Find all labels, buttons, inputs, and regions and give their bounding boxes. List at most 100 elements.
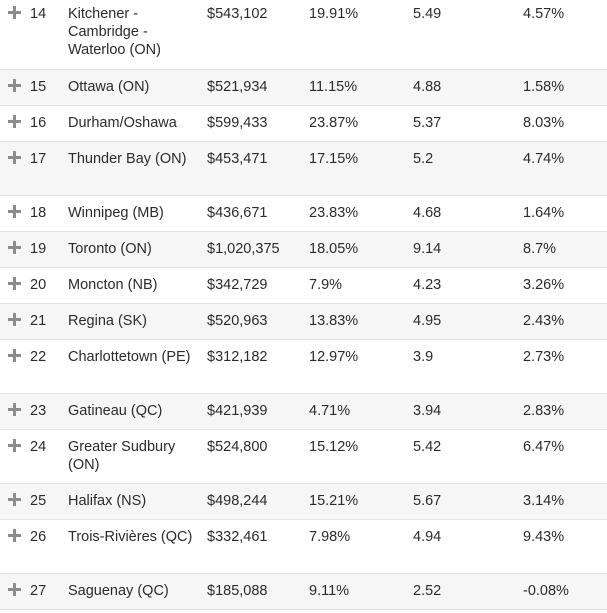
income-change-cell: 4.57% (523, 6, 565, 22)
plus-icon (8, 115, 21, 128)
price-cell: $1,020,375 (207, 241, 280, 257)
expand-button[interactable] (8, 276, 21, 294)
city-cell: Charlottetown (PE) (68, 349, 191, 365)
price-change-cell: 7.9% (309, 277, 343, 293)
price-cell: $312,182 (207, 349, 268, 365)
price-change-cell: 23.87% (309, 115, 359, 131)
expand-button[interactable] (8, 114, 21, 132)
income-change-cell: 8.7% (523, 241, 557, 257)
expand-button[interactable] (8, 312, 21, 330)
city-cell: Halifax (NS) (68, 493, 147, 509)
table-row: 25 Halifax (NS) $498,244 15.21% 5.67 3.1… (0, 484, 607, 520)
expand-button[interactable] (8, 582, 21, 600)
table-row: 16 Durham/Oshawa $599,433 23.87% 5.37 8.… (0, 106, 607, 142)
ratio-cell: 4.88 (413, 79, 442, 95)
ratio-cell: 3.94 (413, 403, 442, 419)
city-cell: Kitchener - Cambridge - Waterloo (ON) (68, 6, 161, 58)
plus-icon (8, 583, 21, 596)
income-change-cell: 3.26% (523, 277, 565, 293)
income-change-cell: 8.03% (523, 115, 565, 131)
income-change-cell: 3.14% (523, 493, 565, 509)
city-cell: Regina (SK) (68, 313, 147, 329)
price-change-cell: 15.21% (309, 493, 359, 509)
price-cell: $524,800 (207, 439, 268, 455)
price-cell: $185,088 (207, 583, 268, 599)
price-cell: $421,939 (207, 403, 268, 419)
city-cell: Toronto (ON) (68, 241, 152, 257)
plus-icon (8, 439, 21, 452)
ratio-cell: 3.9 (413, 349, 434, 365)
table-row: 22 Charlottetown (PE) $312,182 12.97% 3.… (0, 340, 607, 394)
table-row: 20 Moncton (NB) $342,729 7.9% 4.23 3.26% (0, 268, 607, 304)
expand-button[interactable] (8, 240, 21, 258)
price-change-cell: 13.83% (309, 313, 359, 329)
rank-cell: 22 (30, 349, 47, 365)
ratio-cell: 9.14 (413, 241, 442, 257)
city-cell: Winnipeg (MB) (68, 205, 164, 221)
city-cell: Durham/Oshawa (68, 115, 177, 131)
city-cell: Saguenay (QC) (68, 583, 169, 599)
table-row: 14 Kitchener - Cambridge - Waterloo (ON)… (0, 0, 607, 70)
price-change-cell: 17.15% (309, 151, 359, 167)
plus-icon (8, 241, 21, 254)
rank-cell: 20 (30, 277, 47, 293)
income-change-cell: 4.74% (523, 151, 565, 167)
price-change-cell: 9.11% (309, 583, 350, 599)
table-row: 19 Toronto (ON) $1,020,375 18.05% 9.14 8… (0, 232, 607, 268)
price-change-cell: 15.12% (309, 439, 359, 455)
expand-button[interactable] (8, 438, 21, 456)
rank-cell: 26 (30, 529, 47, 545)
table-row: 27 Saguenay (QC) $185,088 9.11% 2.52 -0.… (0, 574, 607, 610)
ratio-cell: 4.95 (413, 313, 442, 329)
price-change-cell: 12.97% (309, 349, 359, 365)
expand-button[interactable] (8, 348, 21, 366)
plus-icon (8, 493, 21, 506)
plus-icon (8, 349, 21, 362)
income-change-cell: -0.08% (523, 583, 569, 599)
table-row: 26 Trois-Rivières (QC) $332,461 7.98% 4.… (0, 520, 607, 574)
plus-icon (8, 403, 21, 416)
price-cell: $342,729 (207, 277, 268, 293)
price-cell: $453,471 (207, 151, 268, 167)
ratio-cell: 5.37 (413, 115, 442, 131)
price-change-cell: 4.71% (309, 403, 351, 419)
city-cell: Gatineau (QC) (68, 403, 163, 419)
expand-button[interactable] (8, 402, 21, 420)
price-cell: $332,461 (207, 529, 268, 545)
plus-icon (8, 6, 21, 19)
income-change-cell: 2.83% (523, 403, 565, 419)
table-row: 21 Regina (SK) $520,963 13.83% 4.95 2.43… (0, 304, 607, 340)
rank-cell: 15 (30, 79, 47, 95)
income-change-cell: 1.58% (523, 79, 565, 95)
city-cell: Greater Sudbury (ON) (68, 439, 176, 473)
expand-button[interactable] (8, 528, 21, 546)
plus-icon (8, 151, 21, 164)
expand-button[interactable] (8, 492, 21, 510)
price-cell: $436,671 (207, 205, 268, 221)
rank-cell: 23 (30, 403, 47, 419)
ratio-cell: 2.52 (413, 583, 442, 599)
price-cell: $521,934 (207, 79, 268, 95)
plus-icon (8, 79, 21, 92)
rank-cell: 18 (30, 205, 47, 221)
price-change-cell: 11.15% (309, 79, 358, 95)
table-row: 24 Greater Sudbury (ON) $524,800 15.12% … (0, 430, 607, 484)
expand-button[interactable] (8, 5, 21, 23)
price-cell: $520,963 (207, 313, 268, 329)
city-cell: Trois-Rivières (QC) (68, 529, 193, 545)
rank-cell: 21 (30, 313, 47, 329)
income-change-cell: 2.43% (523, 313, 565, 329)
rank-cell: 19 (30, 241, 47, 257)
rank-cell: 17 (30, 151, 47, 167)
city-cell: Moncton (NB) (68, 277, 158, 293)
price-cell: $498,244 (207, 493, 268, 509)
expand-button[interactable] (8, 204, 21, 222)
expand-button[interactable] (8, 78, 21, 96)
rank-cell: 16 (30, 115, 47, 131)
ratio-cell: 5.67 (413, 493, 442, 509)
price-change-cell: 18.05% (309, 241, 359, 257)
expand-button[interactable] (8, 150, 21, 168)
ratio-cell: 4.68 (413, 205, 442, 221)
rank-cell: 25 (30, 493, 47, 509)
